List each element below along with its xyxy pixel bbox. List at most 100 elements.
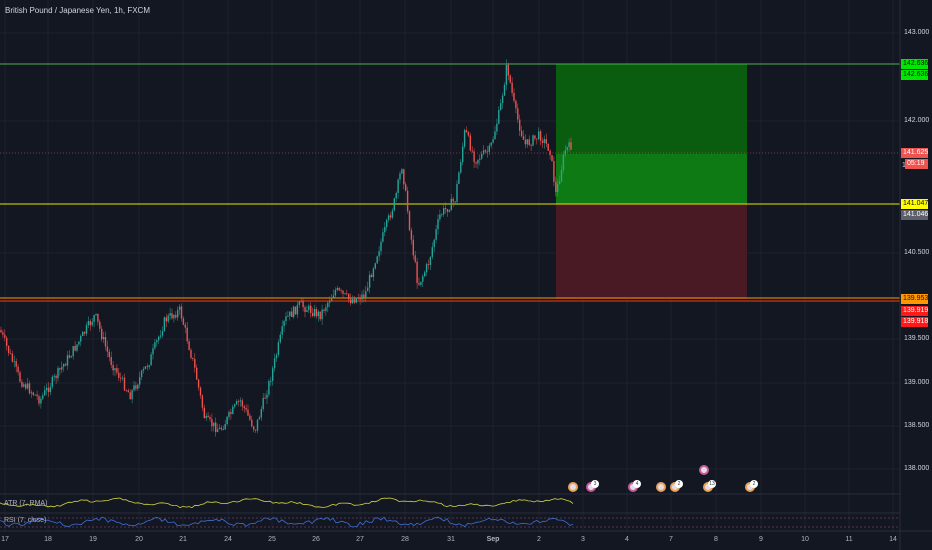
candlestick-series [0,59,572,437]
candle-body [528,139,530,145]
candle-body [45,387,48,391]
candle-body [137,384,139,389]
candle-body [64,364,67,366]
candle-body [63,364,65,367]
candle-body [247,409,249,416]
candle-body [317,311,319,317]
candle-body [382,232,384,242]
candle-body [218,427,221,430]
candle-body [507,64,509,76]
candle-body [386,219,388,227]
candle-body [555,181,557,193]
candle-body [19,372,21,382]
symbol-title[interactable]: British Pound / Japanese Yen, 1h, FXCM [5,6,150,15]
event-marker-icon[interactable] [568,482,578,492]
time-tick: 17 [1,536,9,543]
event-count-badge: 2 [675,480,683,488]
target-zone-inner [556,154,747,204]
candle-body [424,272,426,277]
candle-body [78,341,80,345]
time-tick: 4 [625,536,629,543]
candle-body [13,361,15,363]
candle-body [520,130,523,137]
entry-price-tag: 141.047 [901,199,929,209]
candle-body [418,283,420,285]
candle-body [471,150,473,152]
candle-body [412,239,414,256]
candle-body [351,299,354,304]
rsi-label[interactable]: RSI (7, close) [4,517,47,524]
candle-body [104,337,107,347]
candle-body [549,150,551,156]
candle-body [53,375,55,377]
candle-body [235,401,238,405]
candle-body [479,158,481,160]
candle-body [85,325,88,334]
candle-body [530,144,532,146]
time-tick: 11 [845,536,853,543]
candle-body [465,130,468,133]
candle-body [25,384,27,389]
event-marker-icon[interactable]: 2 [745,480,758,492]
candle-body [359,298,361,300]
candle-body [74,346,76,351]
candle-body [283,321,285,327]
candle-body [564,150,566,155]
candle-body [163,317,166,332]
candle-body [222,429,224,431]
candle-body [131,390,133,400]
candle-body [363,294,365,298]
candle-body [321,309,323,320]
event-marker-icon[interactable]: 4 [628,480,641,492]
candle-body [178,306,181,310]
candle-body [323,309,325,311]
candle-body [553,161,555,182]
candle-body [87,321,90,326]
event-marker-icon[interactable]: 13 [703,480,716,492]
candle-body [114,368,116,371]
candle-body [384,226,386,233]
candle-body [173,314,175,319]
time-tick: 9 [759,536,763,543]
candle-body [262,397,264,409]
event-marker-icon[interactable] [656,482,666,492]
candle-body [353,299,356,303]
candle-body [36,394,38,397]
time-tick: 21 [179,536,187,543]
candle-body [42,395,44,399]
candle-body [224,424,226,430]
time-tick: 19 [89,536,97,543]
candle-body [406,190,409,212]
candle-body [112,364,114,371]
candle-body [452,198,454,202]
horizontal-levels [0,63,900,302]
candle-body [82,331,84,336]
candle-body [264,397,266,399]
candle-body [4,334,6,338]
candle-body [566,147,568,151]
candle-body [500,103,502,111]
candle-body [511,82,513,93]
price-tick: 143.000 [904,29,930,36]
event-marker-icon[interactable] [699,465,709,475]
candle-body [270,380,272,382]
candle-body [188,341,190,351]
candle-body [389,215,392,218]
candle-body [422,276,424,282]
support-price-tag-orange: 139.953 [901,294,929,304]
atr-label[interactable]: ATR (7, RMA) [4,500,48,507]
candle-body [378,251,380,257]
candle-body [448,210,451,212]
candle-body [251,419,253,427]
event-marker-icon[interactable]: 2 [670,480,683,492]
candle-body [387,215,390,220]
candle-body [287,316,289,317]
candle-body [501,95,504,104]
candle-body [454,201,456,203]
candle-body [76,344,78,351]
candle-body [543,139,546,143]
candle-body [61,366,63,370]
event-marker-icon[interactable]: 3 [586,480,599,492]
bar-countdown-tag: 05:19 [905,159,928,169]
